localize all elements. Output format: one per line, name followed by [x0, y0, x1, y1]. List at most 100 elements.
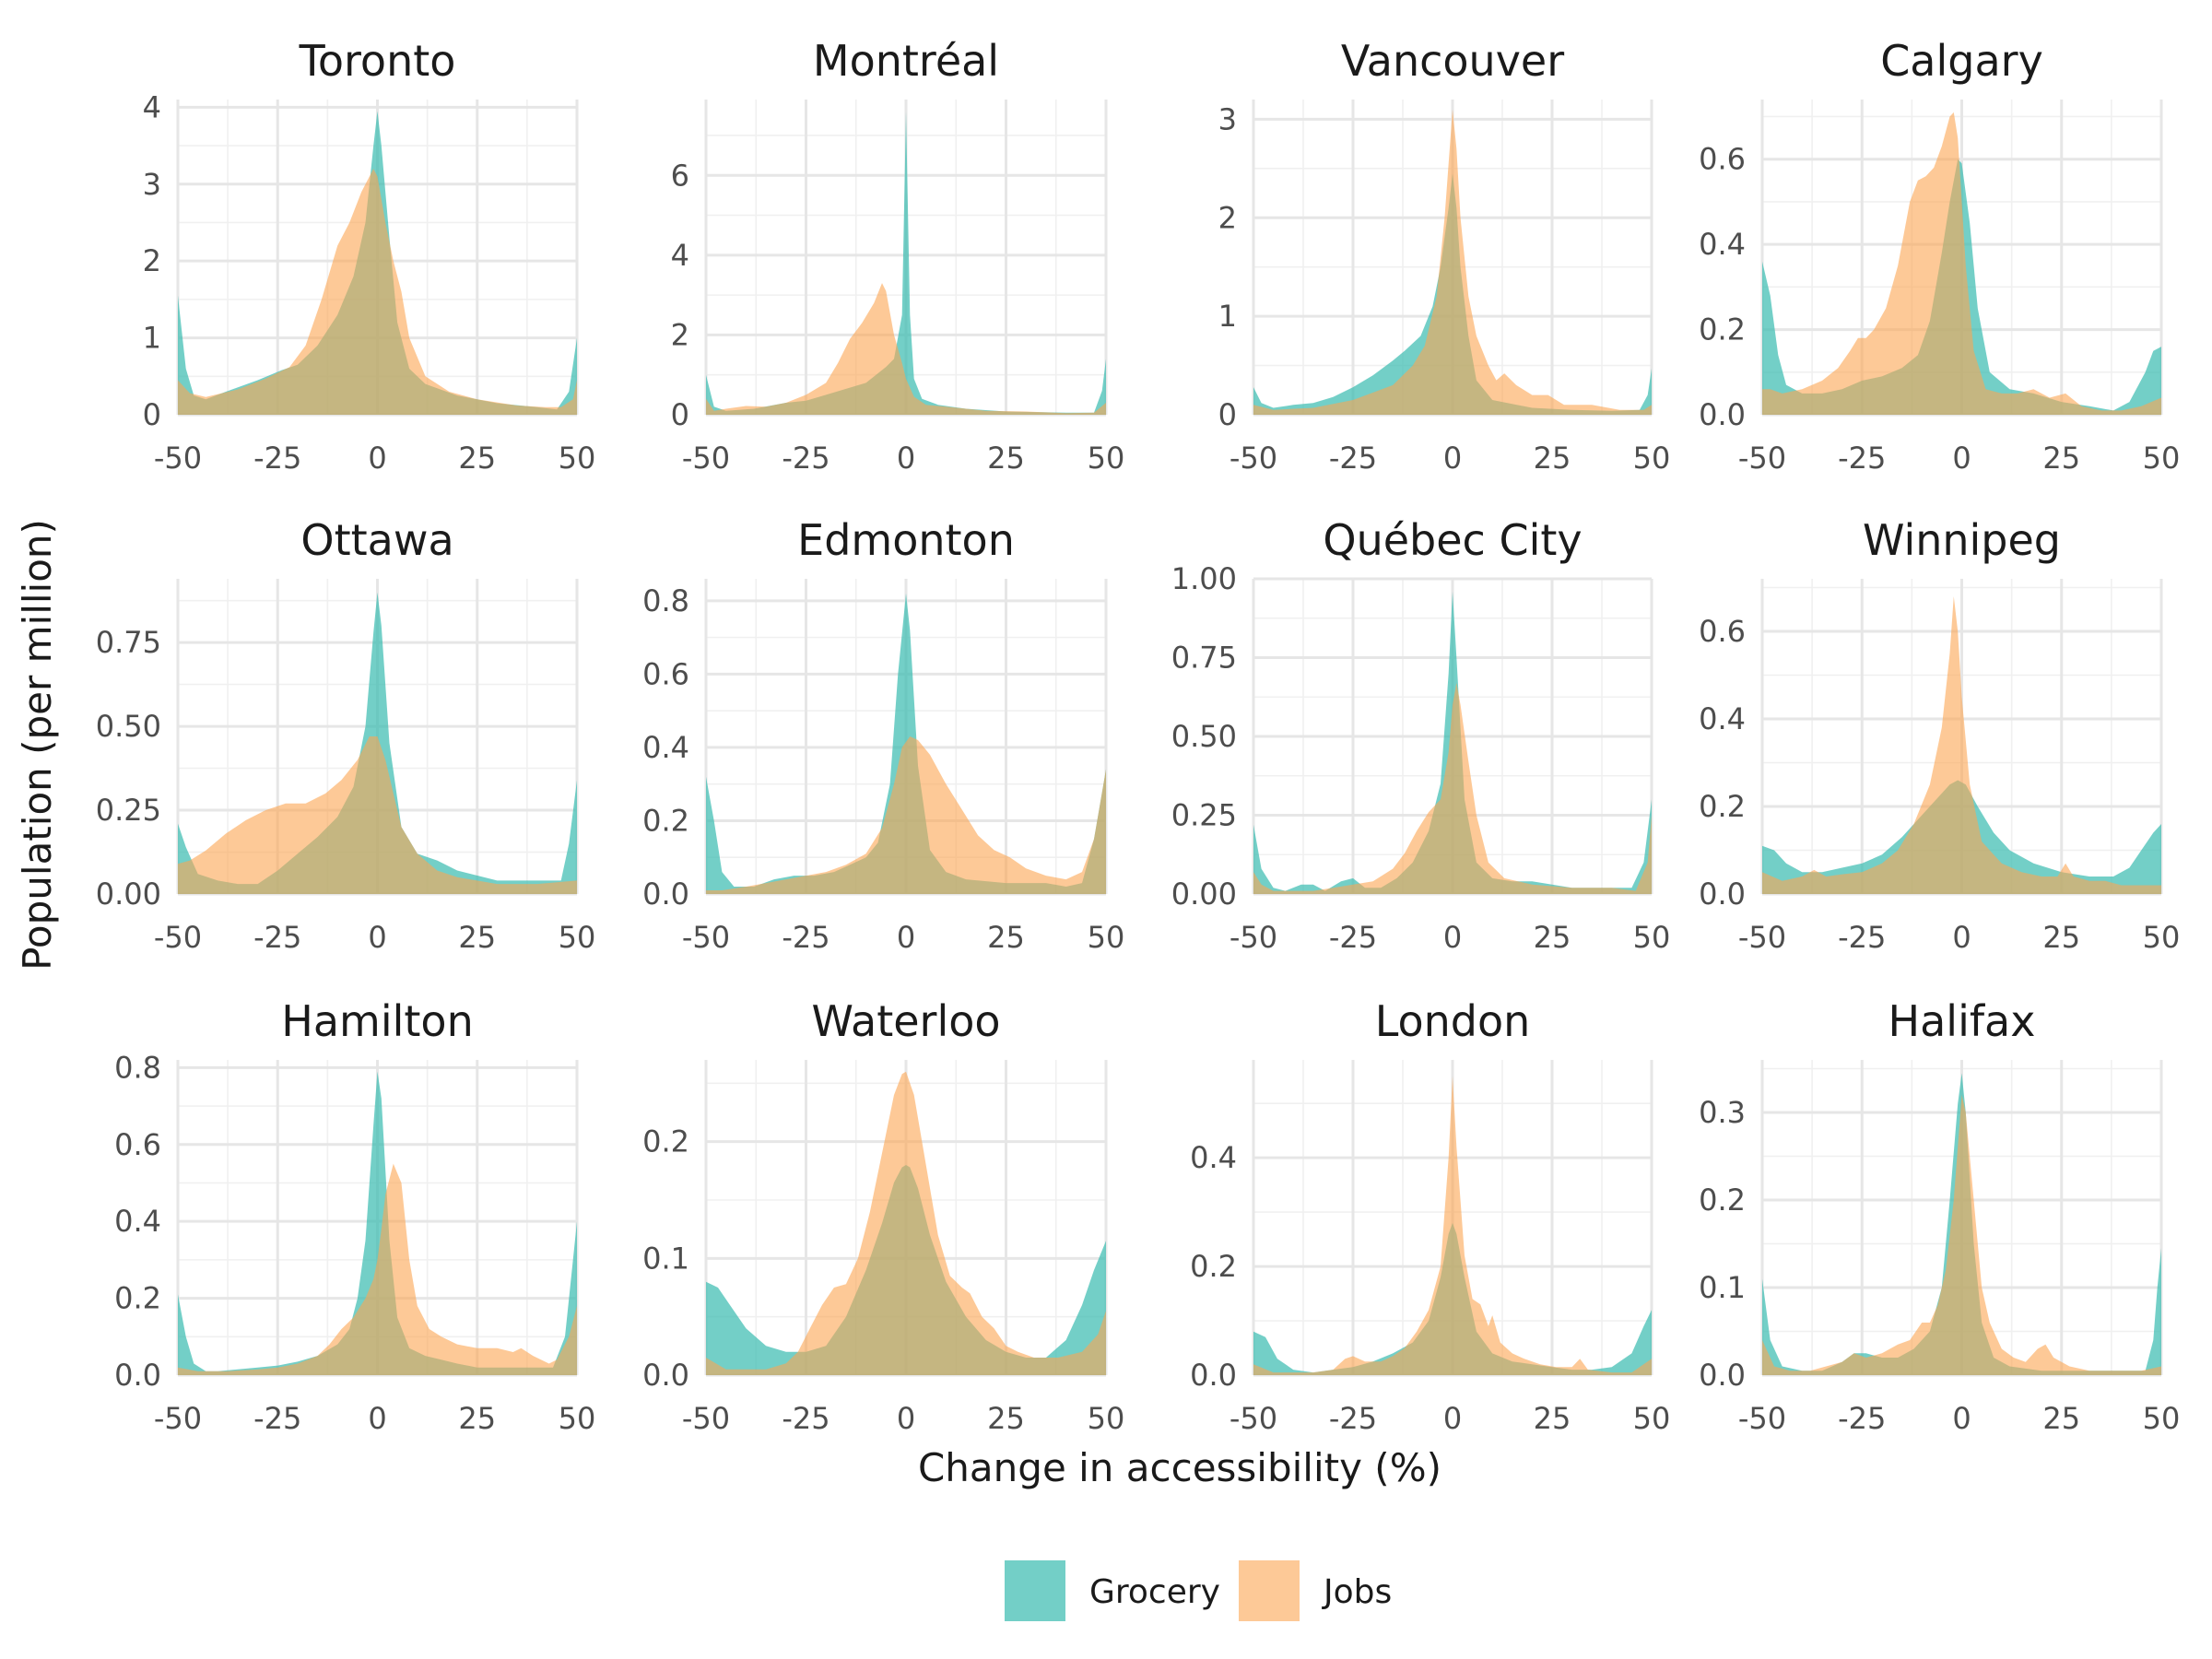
y-tick-label: 0.2 — [1699, 312, 1746, 347]
panel-title-london: London — [1375, 996, 1531, 1046]
x-tick-label: -50 — [682, 920, 730, 955]
x-tick-label: -50 — [1230, 441, 1277, 476]
x-tick-label: -25 — [782, 1401, 830, 1436]
y-tick-label: 0.2 — [1699, 789, 1746, 824]
x-tick-label: 0 — [1952, 920, 1971, 955]
x-tick-label: -50 — [682, 1401, 730, 1436]
x-tick-label: 0 — [368, 1401, 386, 1436]
y-tick-label: 0.25 — [1171, 798, 1237, 833]
x-tick-label: 50 — [1633, 441, 1671, 476]
legend-key-grocery — [1005, 1560, 1065, 1621]
x-tick-label: -25 — [1329, 1401, 1377, 1436]
panel-quebec-city: -50 -25 0 25 50 0.00 0.25 0.50 0.75 1.00 Québec Ci… — [1171, 515, 1671, 955]
density-grocery-hamilton — [178, 1071, 577, 1375]
x-tick-label: -50 — [1738, 441, 1786, 476]
x-tick-label: 25 — [987, 441, 1025, 476]
y-tick-label: 0.8 — [642, 583, 689, 618]
panels: -50 -25 0 25 50 0 1 2 3 4 Toronto -50 -25 0 25 50 0 2 4 6 Mo… — [96, 36, 2181, 1436]
x-tick-label: 50 — [1633, 920, 1671, 955]
y-tick-label: 4 — [671, 238, 689, 273]
y-tick-label: 3 — [143, 167, 161, 202]
y-tick-label: 0.8 — [114, 1050, 161, 1085]
panel-calgary: -50 -25 0 25 50 0.0 0.2 0.4 0.6 Calgary — [1699, 36, 2180, 476]
panel-halifax: -50 -25 0 25 50 0.0 0.1 0.2 0.3 Halifax — [1699, 996, 2180, 1436]
y-tick-label: 2 — [143, 243, 161, 278]
panel-title-calgary: Calgary — [1880, 36, 2043, 86]
panel-title-hamilton: Hamilton — [281, 996, 473, 1046]
panel-waterloo: -50 -25 0 25 50 0.0 0.1 0.2 Waterloo — [642, 996, 1124, 1436]
x-tick-label: 0 — [1952, 1401, 1971, 1436]
x-tick-label: 0 — [368, 441, 386, 476]
x-tick-label: 25 — [987, 1401, 1025, 1436]
density-jobs-quebec-city — [1253, 682, 1652, 894]
x-tick-label: 25 — [458, 920, 496, 955]
y-tick-label: 0.0 — [1699, 397, 1746, 432]
x-tick-label: 25 — [2042, 1401, 2080, 1436]
panel-title-ottawa: Ottawa — [300, 515, 453, 565]
x-tick-label: -25 — [253, 920, 301, 955]
x-tick-label: 0 — [1443, 441, 1462, 476]
panel-edmonton: -50 -25 0 25 50 0.0 0.2 0.4 0.6 0.8 Edmonton — [642, 515, 1124, 955]
y-tick-label: 0.0 — [642, 1358, 689, 1393]
density-jobs-edmonton — [706, 736, 1106, 894]
y-axis-title: Population (per million) — [15, 519, 60, 971]
panel-montreal: -50 -25 0 25 50 0 2 4 6 Montréal — [671, 36, 1125, 476]
x-tick-label: 0 — [897, 441, 915, 476]
x-tick-label: 50 — [559, 920, 596, 955]
x-tick-label: -50 — [154, 441, 202, 476]
y-tick-label: 4 — [143, 89, 161, 124]
x-tick-label: -25 — [782, 441, 830, 476]
y-tick-label: 0.50 — [96, 709, 161, 744]
panel-title-montreal: Montréal — [813, 36, 999, 86]
y-tick-label: 0.6 — [114, 1127, 161, 1162]
legend: Grocery Jobs — [1005, 1560, 1392, 1621]
panel-title-waterloo: Waterloo — [811, 996, 1000, 1046]
y-tick-label: 0.2 — [642, 803, 689, 838]
x-tick-label: 25 — [1534, 441, 1571, 476]
x-tick-label: 50 — [1088, 920, 1125, 955]
panel-title-vancouver: Vancouver — [1341, 36, 1564, 86]
x-tick-label: 0 — [1952, 441, 1971, 476]
density-jobs-vancouver — [1253, 109, 1652, 415]
panel-ottawa: -50 -25 0 25 50 0.00 0.25 0.50 0.75 Ottawa — [96, 515, 596, 955]
density-jobs-hamilton — [178, 1163, 577, 1375]
panel-title-edmonton: Edmonton — [797, 515, 1015, 565]
x-tick-label: 50 — [1088, 1401, 1125, 1436]
y-tick-label: 0.4 — [1190, 1140, 1237, 1175]
panel-title-winnipeg: Winnipeg — [1863, 515, 2061, 565]
x-tick-label: 0 — [897, 920, 915, 955]
x-tick-label: -25 — [1329, 920, 1377, 955]
y-tick-label: 0.4 — [114, 1204, 161, 1239]
y-tick-label: 0.00 — [96, 877, 161, 912]
y-tick-label: 0 — [671, 397, 689, 432]
x-tick-label: -50 — [154, 1401, 202, 1436]
legend-label-jobs: Jobs — [1322, 1573, 1392, 1611]
y-tick-label: 0.1 — [642, 1241, 689, 1276]
y-tick-label: 0.4 — [1699, 227, 1746, 262]
x-tick-label: 25 — [2042, 920, 2080, 955]
y-tick-label: 0.0 — [1699, 877, 1746, 912]
density-jobs-montreal — [706, 283, 1106, 415]
density-grocery-montreal — [706, 112, 1106, 415]
x-tick-label: 50 — [2143, 920, 2181, 955]
density-jobs-london — [1253, 1076, 1652, 1375]
y-tick-label: 0.4 — [1699, 701, 1746, 736]
y-tick-label: 0.2 — [114, 1281, 161, 1316]
panel-london: -50 -25 0 25 50 0.0 0.2 0.4 London — [1190, 996, 1670, 1436]
x-tick-label: -25 — [1838, 920, 1886, 955]
y-tick-label: 0.6 — [1699, 614, 1746, 649]
x-tick-label: -50 — [1738, 920, 1786, 955]
x-tick-label: 0 — [1443, 1401, 1462, 1436]
x-tick-label: -50 — [154, 920, 202, 955]
x-tick-label: -25 — [1329, 441, 1377, 476]
x-tick-label: -50 — [1230, 1401, 1277, 1436]
y-tick-label: 0.75 — [96, 625, 161, 660]
x-tick-label: 25 — [2042, 441, 2080, 476]
y-tick-label: 1 — [143, 321, 161, 356]
y-tick-label: 0.0 — [1699, 1358, 1746, 1393]
y-tick-label: 0.1 — [1699, 1270, 1746, 1305]
x-tick-label: 50 — [1088, 441, 1125, 476]
panel-winnipeg: -50 -25 0 25 50 0.0 0.2 0.4 0.6 Winnipeg — [1699, 515, 2180, 955]
x-tick-label: -50 — [1738, 1401, 1786, 1436]
